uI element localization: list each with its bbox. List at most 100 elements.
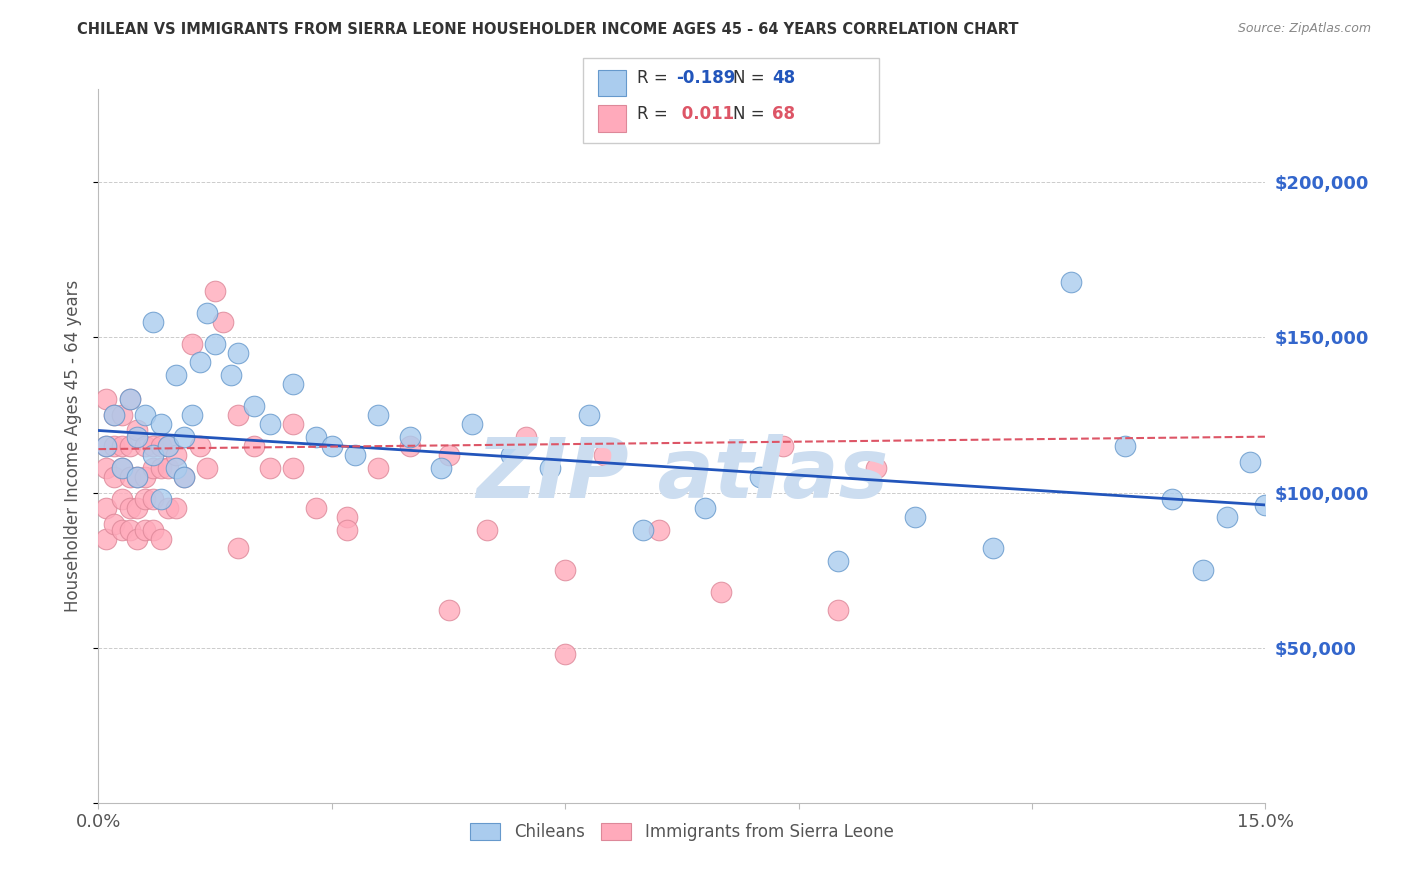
Point [188, 439, 211, 453]
Text: -0.189: -0.189 [676, 70, 735, 87]
Point [157, 460, 180, 475]
Point [228, 408, 250, 422]
Point [103, 516, 125, 531]
Point [212, 315, 235, 329]
Point [173, 430, 195, 444]
Point [367, 408, 389, 422]
Point [111, 460, 134, 475]
Point [398, 439, 420, 453]
Point [865, 460, 887, 475]
Point [134, 470, 156, 484]
Point [142, 523, 165, 537]
Point [118, 392, 141, 407]
Point [281, 376, 304, 391]
Point [554, 647, 576, 661]
Point [204, 284, 226, 298]
Point [111, 460, 134, 475]
Point [127, 430, 149, 444]
Point [165, 501, 187, 516]
Text: ZIP atlas: ZIP atlas [475, 434, 889, 515]
Point [243, 439, 266, 453]
Point [118, 523, 141, 537]
Point [321, 439, 343, 453]
Legend: Chileans, Immigrants from Sierra Leone: Chileans, Immigrants from Sierra Leone [464, 816, 900, 848]
Point [149, 439, 172, 453]
Point [142, 439, 165, 453]
Point [367, 460, 389, 475]
Point [157, 501, 180, 516]
Point [827, 603, 849, 617]
Point [134, 439, 156, 453]
Point [134, 408, 156, 422]
Point [127, 470, 149, 484]
Point [173, 470, 195, 484]
Point [149, 491, 172, 506]
Point [1215, 510, 1237, 524]
Point [103, 470, 125, 484]
Point [96, 501, 118, 516]
Text: N =: N = [733, 70, 769, 87]
Point [281, 417, 304, 432]
Point [429, 460, 451, 475]
Text: N =: N = [733, 105, 769, 123]
Point [103, 439, 125, 453]
Point [1060, 275, 1083, 289]
Text: 0.011: 0.011 [676, 105, 734, 123]
Point [219, 368, 242, 382]
Point [772, 439, 794, 453]
Point [398, 430, 420, 444]
Point [149, 532, 172, 546]
Point [259, 417, 281, 432]
Point [142, 491, 165, 506]
Point [461, 417, 484, 432]
Text: 68: 68 [772, 105, 794, 123]
Point [305, 430, 328, 444]
Point [157, 439, 180, 453]
Point [827, 554, 849, 568]
Point [904, 510, 927, 524]
Point [134, 523, 156, 537]
Point [515, 430, 537, 444]
Point [180, 408, 202, 422]
Point [1161, 491, 1184, 506]
Point [111, 408, 134, 422]
Point [180, 336, 202, 351]
Point [96, 439, 118, 453]
Point [188, 355, 211, 369]
Point [127, 470, 149, 484]
Point [142, 460, 165, 475]
Point [1114, 439, 1136, 453]
Point [336, 523, 359, 537]
Point [1192, 563, 1215, 577]
Point [157, 439, 180, 453]
Point [499, 448, 522, 462]
Point [165, 368, 187, 382]
Point [165, 460, 187, 475]
Y-axis label: Householder Income Ages 45 - 64 years: Householder Income Ages 45 - 64 years [65, 280, 83, 612]
Point [1239, 454, 1261, 468]
Point [149, 417, 172, 432]
Point [748, 470, 770, 484]
Point [96, 460, 118, 475]
Point [538, 460, 561, 475]
Text: R =: R = [637, 105, 673, 123]
Text: R =: R = [637, 70, 673, 87]
Text: Source: ZipAtlas.com: Source: ZipAtlas.com [1237, 22, 1371, 36]
Point [336, 510, 359, 524]
Point [710, 584, 733, 599]
Point [111, 491, 134, 506]
Point [554, 563, 576, 577]
Point [103, 408, 125, 422]
Point [173, 470, 195, 484]
Point [631, 523, 654, 537]
Point [647, 523, 669, 537]
Point [437, 603, 460, 617]
Point [96, 532, 118, 546]
Point [142, 315, 165, 329]
Point [103, 408, 125, 422]
Point [305, 501, 328, 516]
Point [127, 424, 149, 438]
Point [118, 392, 141, 407]
Point [695, 501, 717, 516]
Text: 48: 48 [772, 70, 794, 87]
